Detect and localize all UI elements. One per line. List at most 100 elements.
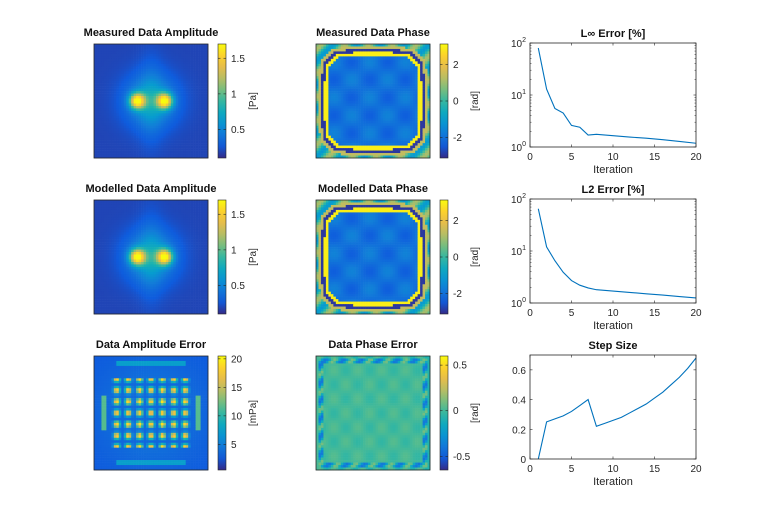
heatmap-cell — [203, 105, 206, 109]
heatmap-cell — [392, 103, 396, 107]
heatmap-cell — [320, 155, 324, 159]
heatmap-cell — [183, 71, 186, 75]
heatmap-cell — [188, 105, 191, 109]
heatmap-cell — [94, 73, 97, 77]
heatmap-cell — [98, 101, 102, 104]
heatmap-cell — [96, 108, 100, 112]
heatmap-cell — [148, 209, 152, 213]
heatmap-cell — [101, 227, 105, 231]
heatmap-cell — [425, 51, 428, 55]
heatmap-cell — [400, 143, 404, 146]
heatmap-cell — [106, 46, 110, 50]
heatmap-cell — [407, 125, 411, 129]
heatmap-cell — [382, 76, 386, 79]
heatmap-cell — [123, 48, 127, 52]
heatmap-cell — [405, 118, 408, 122]
heatmap-cell — [155, 232, 159, 235]
heatmap-cell — [103, 214, 107, 218]
heatmap-cell — [151, 133, 154, 136]
heatmap-cell — [198, 68, 201, 72]
heatmap-cell — [190, 88, 194, 92]
heatmap-cell — [360, 128, 364, 132]
heatmap-cell — [158, 108, 162, 112]
heatmap-cell — [350, 58, 354, 62]
heatmap-cell — [170, 108, 174, 112]
heatmap-cell — [323, 71, 327, 75]
heatmap-cell — [141, 56, 144, 60]
heatmap-cell — [133, 51, 137, 55]
heatmap-cell — [407, 120, 411, 124]
heatmap-cell — [395, 86, 399, 89]
heatmap-cell — [151, 207, 154, 211]
heatmap-cell — [200, 150, 204, 154]
heatmap-cell — [318, 155, 322, 159]
heatmap-cell — [163, 207, 167, 211]
heatmap-cell — [405, 148, 408, 151]
heatmap-cell — [415, 73, 418, 77]
heatmap-cell — [205, 53, 209, 57]
heatmap-cell — [141, 120, 144, 124]
heatmap-cell — [173, 56, 177, 60]
heatmap-cell — [94, 138, 97, 141]
heatmap-cell — [131, 66, 134, 70]
heatmap-cell — [123, 217, 127, 221]
heatmap-cell — [365, 128, 369, 132]
heatmap-cell — [163, 229, 167, 233]
heatmap-cell — [203, 143, 206, 146]
heatmap-cell — [348, 118, 351, 122]
heatmap-cell — [360, 61, 364, 65]
heatmap-cell — [195, 145, 199, 149]
heatmap-cell — [133, 46, 137, 50]
heatmap-cell — [98, 140, 102, 144]
heatmap-cell — [170, 130, 174, 134]
heatmap-cell — [195, 44, 199, 47]
heatmap-cell — [405, 71, 408, 75]
heatmap-cell — [377, 91, 381, 94]
heatmap-cell — [353, 61, 356, 65]
heatmap-cell — [203, 155, 206, 159]
heatmap-cell — [101, 145, 105, 149]
heatmap-cell — [318, 123, 322, 127]
heatmap-cell — [138, 58, 142, 62]
heatmap-cell — [165, 155, 169, 159]
heatmap-cell — [335, 115, 339, 119]
heatmap-cell — [325, 71, 329, 75]
heatmap-cell — [136, 61, 139, 65]
heatmap-cell — [111, 202, 115, 206]
heatmap-cell — [385, 120, 389, 124]
heatmap-cell — [358, 53, 361, 57]
heatmap-cell — [146, 150, 149, 154]
heatmap-cell — [320, 48, 324, 52]
heatmap-cell — [417, 93, 421, 97]
heatmap-cell — [205, 224, 209, 228]
heatmap-cell — [121, 232, 125, 235]
heatmap-cell — [425, 125, 428, 129]
heatmap-cell — [116, 44, 120, 47]
heatmap-cell — [113, 101, 117, 104]
heatmap-cell — [320, 96, 324, 99]
heatmap-cell — [94, 133, 97, 136]
heatmap-cell — [400, 86, 404, 89]
heatmap-cell — [173, 81, 177, 84]
heatmap-cell — [318, 138, 322, 141]
heatmap-cell — [205, 63, 209, 67]
heatmap-cell — [193, 133, 196, 136]
heatmap-cell — [168, 148, 172, 151]
heatmap-cell — [113, 135, 117, 139]
heatmap-cell — [131, 128, 134, 132]
plot-title: L∞ Error [%] — [581, 28, 646, 40]
heatmap-cell — [165, 78, 169, 82]
heatmap-cell — [160, 135, 164, 139]
heatmap-cell — [180, 217, 184, 221]
heatmap-cell — [395, 150, 399, 154]
heatmap-cell — [108, 83, 112, 87]
heatmap-cell — [121, 222, 125, 226]
heatmap-cell — [128, 217, 132, 221]
heatmap-cell — [422, 56, 426, 60]
heatmap-cell — [390, 143, 394, 146]
heatmap-cell — [163, 53, 167, 57]
heatmap-cell — [373, 78, 376, 82]
heatmap-cell — [163, 105, 167, 109]
heatmap-cell — [190, 138, 194, 141]
heatmap-cell — [118, 110, 122, 114]
